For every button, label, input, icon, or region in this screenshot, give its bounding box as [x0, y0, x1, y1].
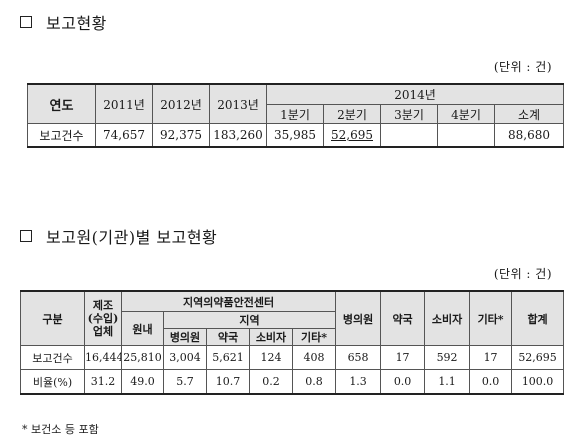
cell: 1.1 [424, 369, 471, 395]
checkbox-square-icon [20, 16, 32, 28]
cell: 17 [469, 345, 513, 370]
section2-unit: (단위 : 건) [493, 267, 552, 281]
table-row: 보고건수 74,657 92,375 183,260 35,985 52,695… [27, 123, 565, 148]
cell: 74,657 [95, 123, 153, 148]
cell: 3,004 [163, 345, 207, 370]
cell: 17 [380, 345, 426, 370]
cell-underlined: 52,695 [331, 128, 373, 142]
cell: 0.0 [380, 369, 426, 395]
section1-unit: (단위 : 건) [493, 60, 552, 74]
quarter-3-header: 3분기 [380, 104, 438, 124]
checkbox-square-icon [20, 230, 32, 242]
cell: 49.0 [121, 369, 164, 395]
cell: 1.3 [335, 369, 382, 395]
category-header: 구분 [20, 290, 85, 346]
cell [380, 123, 438, 148]
quarter-4-header: 4분기 [437, 104, 495, 124]
section2-heading: 보고원(기관)별 보고현황 [20, 224, 217, 248]
cell: 16,444 [84, 345, 122, 370]
year-2014-header: 2014년 [265, 83, 565, 105]
cell: 35,985 [266, 123, 324, 148]
table-row: 비율(%) 31.2 49.0 5.7 10.7 0.2 0.8 1.3 0.0… [20, 369, 565, 395]
consumer-header: 소비자 [424, 290, 471, 346]
region-consumer-header: 소비자 [249, 328, 293, 346]
reporter-status-table: 구분 제조 (수입) 업체 지역의약품안전센터 병의원 약국 소비자 기타* 합… [20, 290, 565, 395]
cell: 10.7 [206, 369, 250, 395]
other-header: 기타* [469, 290, 513, 346]
report-status-table: 연도 2011년 2012년 2013년 2014년 1분기 2분기 3분기 4… [27, 83, 565, 148]
year-2013-header: 2013년 [209, 83, 267, 124]
row-label: 비율(%) [20, 369, 85, 395]
cell: 25,810 [121, 345, 164, 370]
footnote: * 보건소 등 포함 [22, 423, 99, 436]
cell: 408 [291, 345, 337, 370]
cell: 92,375 [152, 123, 210, 148]
cell: 124 [249, 345, 293, 370]
cell: 0.0 [469, 369, 513, 395]
total-header: 합계 [511, 290, 565, 346]
cell: 52,695 [511, 345, 565, 370]
section1-heading: 보고현황 [20, 10, 107, 34]
manufacturer-header: 제조 (수입) 업체 [84, 290, 122, 346]
section2-title: 보고원(기관)별 보고현황 [46, 228, 218, 247]
quarter-1-header: 1분기 [266, 104, 324, 124]
region-other-header: 기타* [291, 328, 337, 346]
year-2011-header: 2011년 [95, 83, 153, 124]
row-label: 보고건수 [20, 345, 85, 370]
cell: 5,621 [206, 345, 250, 370]
quarter-2-header: 2분기 [323, 104, 381, 124]
cell: 88,680 [493, 123, 565, 148]
table-row: 보고건수 16,444 25,810 3,004 5,621 124 408 6… [20, 345, 565, 370]
section1-title: 보고현황 [46, 14, 107, 33]
cell [437, 123, 495, 148]
cell: 183,260 [209, 123, 267, 148]
hospital-header: 병의원 [335, 290, 382, 346]
in-house-header: 원내 [121, 311, 164, 346]
row-label: 보고건수 [27, 123, 96, 148]
cell: 100.0 [511, 369, 565, 395]
cell: 31.2 [84, 369, 122, 395]
region-hospital-header: 병의원 [163, 328, 207, 346]
cell: 5.7 [163, 369, 207, 395]
subtotal-header: 소계 [493, 104, 565, 124]
cell: 52,695 [323, 123, 381, 148]
pharmacy-header: 약국 [380, 290, 426, 346]
region-header: 지역 [162, 311, 337, 329]
cell: 0.2 [249, 369, 293, 395]
cell: 592 [424, 345, 471, 370]
cell: 658 [335, 345, 382, 370]
cell: 0.8 [291, 369, 337, 395]
year-header: 연도 [27, 83, 96, 124]
region-pharmacy-header: 약국 [206, 328, 250, 346]
year-2012-header: 2012년 [152, 83, 210, 124]
regional-center-header: 지역의약품안전센터 [120, 290, 337, 312]
